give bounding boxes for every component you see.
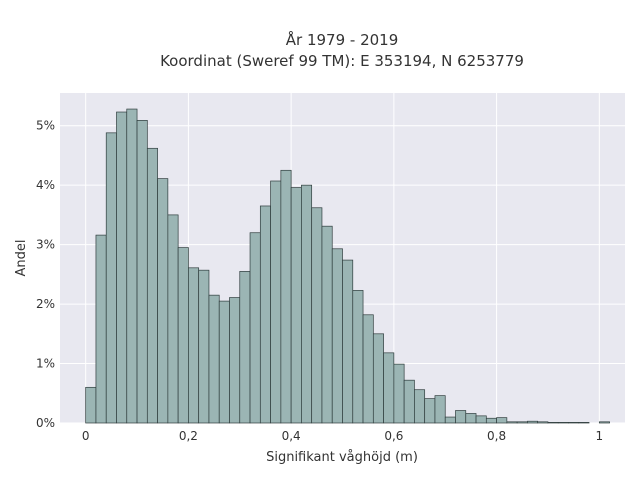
histogram-bar [311,207,323,424]
histogram-bar [506,421,518,424]
histogram-bar [270,180,282,424]
y-tick-label: 3% [36,238,55,252]
histogram-bar [126,108,138,424]
histogram-bar [516,421,528,424]
histogram-bar [95,234,107,424]
x-tick-label: 0,6 [384,429,403,443]
x-tick-label: 1 [595,429,603,443]
histogram-bar [105,132,117,424]
histogram-bar [475,415,487,424]
histogram-bar [547,422,559,424]
x-axis-ticks: 0 0,2 0,4 0,6 0,8 1 [82,429,603,443]
chart-title-line-2: Koordinat (Sweref 99 TM): E 353194, N 62… [160,52,524,70]
histogram-bar [342,259,354,424]
histogram-bar [188,267,200,424]
x-tick-label: 0,8 [487,429,506,443]
histogram-bar [208,294,220,424]
histogram-bar [249,232,261,424]
y-tick-label: 4% [36,178,55,192]
histogram-bar [598,421,610,424]
histogram-bar [290,187,302,424]
histogram-bar [198,269,210,424]
histogram-bar [331,248,343,424]
histogram-bar [229,297,241,424]
histogram-bar [85,386,97,424]
histogram-bar [157,178,169,424]
histogram-bar [393,363,405,424]
y-tick-label: 2% [36,297,55,311]
histogram-bar [485,417,497,424]
histogram-bar [280,169,292,424]
histogram-bar [414,389,426,424]
histogram-bar [362,314,374,424]
histogram-bar [352,290,364,424]
bars-group [85,108,610,424]
histogram-bar [177,247,189,424]
histogram-bar [465,413,477,424]
histogram-bar [568,422,580,424]
histogram-bar [455,410,467,424]
y-axis-label: Andel [14,240,29,277]
histogram-bar [527,420,539,424]
histogram-bar [146,147,158,424]
x-axis-label: Signifikant våghöjd (m) [266,450,418,465]
histogram-bar [424,398,436,424]
histogram-bar [136,120,148,424]
histogram-bar [167,214,179,424]
histogram-bar [259,205,271,424]
histogram-bar [403,379,415,424]
histogram-bar [434,395,446,424]
histogram-bar [321,225,333,424]
x-tick-label: 0,2 [179,429,198,443]
y-axis-ticks: 0% 1% 2% 3% 4% 5% [36,119,55,430]
histogram-bar [537,421,549,424]
y-tick-label: 0% [36,416,55,430]
chart-title-line-1: År 1979 - 2019 [286,30,399,49]
histogram-bar [557,422,569,424]
x-tick-label: 0 [82,429,90,443]
histogram-bar [383,352,395,424]
histogram-bar [496,417,508,424]
y-tick-label: 5% [36,119,55,133]
histogram-bar [218,300,230,424]
histogram-bar [116,111,128,424]
histogram-bar [578,422,590,424]
histogram-bar [444,416,456,424]
y-tick-label: 1% [36,357,55,371]
histogram-bar [372,333,384,424]
histogram-bar [239,271,251,424]
x-tick-label: 0,4 [282,429,301,443]
histogram-bar [301,184,313,424]
